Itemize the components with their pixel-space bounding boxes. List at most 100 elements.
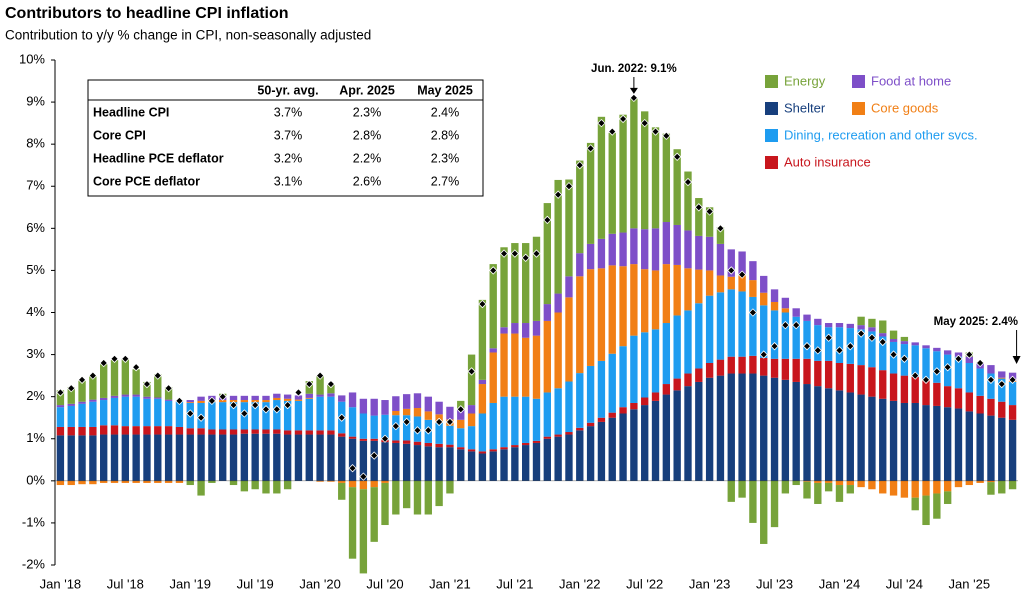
table-box — [87, 79, 484, 197]
x-tick-label: Jul '23 — [756, 576, 793, 591]
bar-segment — [565, 381, 573, 433]
bar-segment — [381, 480, 389, 483]
bar-segment — [900, 375, 909, 403]
headline-marker — [683, 177, 693, 187]
headline-marker — [597, 118, 606, 128]
bar-segment — [154, 397, 162, 399]
bar-segment — [922, 345, 930, 349]
bar-segment — [327, 393, 335, 397]
bar-segment — [716, 227, 725, 244]
bar-segment — [283, 434, 292, 481]
bar-segment — [608, 233, 616, 266]
headline-marker — [943, 363, 952, 372]
headline-marker — [878, 337, 887, 347]
bar-segment — [673, 390, 681, 481]
table-cell: 3.2% — [274, 151, 303, 165]
headline-marker — [380, 434, 390, 443]
bar-segment — [316, 430, 324, 435]
x-tick-label: Jan '25 — [949, 576, 991, 591]
bar-segment — [770, 289, 779, 302]
bar-segment — [760, 375, 768, 481]
bar-segment — [662, 133, 671, 223]
bar-segment — [998, 377, 1006, 379]
x-tick-label: Jul '18 — [107, 576, 144, 591]
bar-segment — [132, 426, 140, 435]
bar-segment — [749, 373, 757, 481]
bar-segment — [911, 480, 919, 498]
bar-segment — [619, 114, 627, 233]
bar-segment — [402, 480, 411, 509]
bar-segment — [110, 434, 119, 481]
headline-marker — [716, 224, 725, 233]
bar-segment — [889, 400, 898, 481]
bar-segment — [673, 315, 681, 379]
bar-segment — [316, 394, 324, 397]
bar-segment — [132, 394, 140, 397]
bar-segment — [716, 292, 725, 360]
bar-segment — [662, 384, 671, 395]
bar-segment — [392, 410, 400, 416]
y-tick-label: 8% — [26, 136, 45, 151]
bar-segment — [987, 482, 995, 495]
headline-marker — [77, 375, 87, 384]
bar-segment — [100, 364, 108, 398]
bar-segment — [392, 442, 400, 481]
bar-segment — [489, 348, 497, 353]
bar-segment — [824, 360, 833, 389]
bar-segment — [381, 442, 389, 481]
headline-marker — [954, 354, 963, 363]
bar-segment — [889, 373, 898, 401]
bar-segment — [478, 451, 487, 454]
bar-segment — [770, 377, 779, 481]
bar-segment — [738, 274, 746, 292]
bar-segment — [803, 320, 811, 359]
bar-segment — [370, 415, 378, 439]
bar-segment — [229, 429, 238, 435]
bar-segment — [835, 390, 844, 481]
bar-segment — [164, 386, 173, 400]
bar-segment — [900, 336, 909, 342]
bar-segment — [749, 355, 757, 374]
bar-segment — [132, 396, 140, 427]
table-header: Apr. 2025 — [339, 83, 395, 97]
bar-segment — [695, 235, 703, 270]
bar-segment — [154, 398, 162, 427]
bar-segment — [413, 408, 422, 417]
bar-segment — [348, 487, 357, 559]
bar-segment — [619, 266, 627, 347]
bar-segment — [608, 265, 616, 354]
bar-segment — [554, 179, 562, 294]
table-cell: 3.1% — [274, 174, 303, 188]
y-tick-label: 5% — [26, 262, 45, 277]
bar-segment — [651, 270, 660, 330]
bar-segment — [240, 395, 249, 401]
bar-segment — [835, 485, 844, 502]
annotation: Jun. 2022: 9.1% — [591, 63, 677, 75]
bar-segment — [576, 373, 584, 428]
bar-segment — [478, 379, 487, 385]
headline-marker — [835, 346, 844, 355]
legend-label: Dining, recreation and other svcs. — [784, 127, 978, 142]
bar-segment — [586, 142, 595, 244]
bar-segment — [89, 376, 97, 400]
bar-segment — [251, 429, 259, 434]
bar-segment — [522, 243, 530, 324]
bar-segment — [175, 434, 184, 481]
bar-segment — [457, 419, 465, 429]
bar-segment — [67, 386, 75, 404]
bar-segment — [489, 451, 497, 481]
annotation-arrowhead — [1012, 356, 1021, 364]
bar-segment — [879, 320, 887, 334]
bar-segment — [370, 398, 378, 416]
bar-segment — [121, 426, 130, 435]
x-tick-label: Jan '22 — [559, 576, 601, 591]
bar-segment — [586, 422, 595, 427]
legend-swatch — [765, 156, 778, 169]
bar-segment — [154, 426, 162, 435]
bar-segment — [467, 426, 476, 450]
bar-segment — [727, 276, 735, 290]
chart-subtitle: Contribution to y/y % change in CPI, non… — [5, 28, 371, 43]
bar-segment — [273, 397, 281, 401]
bar-segment — [467, 354, 476, 406]
bar-segment — [998, 401, 1006, 418]
